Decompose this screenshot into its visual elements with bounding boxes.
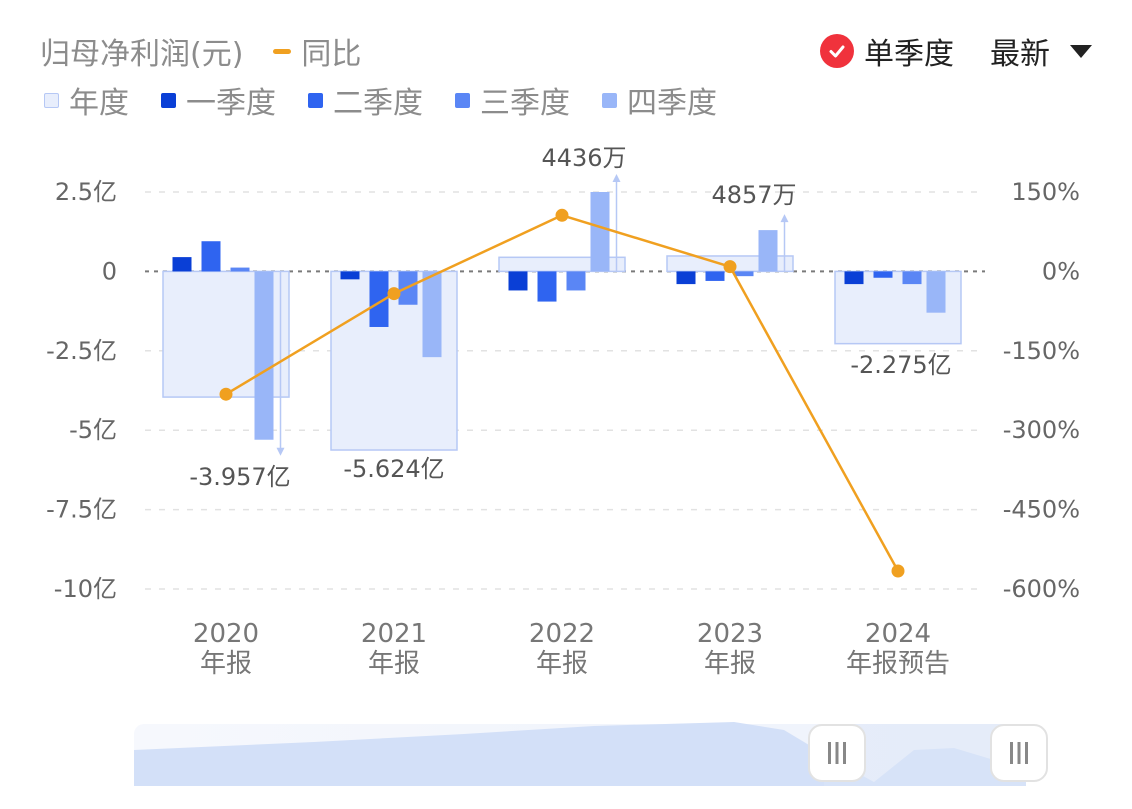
legend-swatch xyxy=(602,92,617,108)
yoy-point xyxy=(891,564,905,578)
category-label: 2022 xyxy=(529,619,595,649)
label-pointer-arrow xyxy=(612,174,621,182)
legend-item[interactable]: 二季度 xyxy=(308,78,423,122)
single-quarter-label[interactable]: 单季度 xyxy=(864,37,954,72)
annual-bar xyxy=(330,270,458,451)
annual-value-label: -3.957亿 xyxy=(189,463,290,491)
yoy-point xyxy=(387,287,401,301)
right-axis-tick-label: 150% xyxy=(1011,178,1080,206)
check-icon xyxy=(829,45,845,58)
right-axis-tick-label: -300% xyxy=(1003,416,1080,444)
yoy-point xyxy=(555,208,569,222)
line-legend-label: 同比 xyxy=(301,37,362,72)
yoy-point xyxy=(723,260,737,274)
period-dropdown-value[interactable]: 最新 xyxy=(990,37,1050,72)
left-axis-tick-label: 2.5亿 xyxy=(55,178,117,206)
quarter-bar xyxy=(734,271,754,277)
quarter-bar xyxy=(369,271,389,327)
quarter-bar xyxy=(676,271,696,285)
line-legend-swatch xyxy=(273,48,292,54)
quarter-bar xyxy=(926,271,946,313)
quarter-bar xyxy=(172,257,192,272)
legend-label: 一季度 xyxy=(186,86,276,121)
annual-value-label: -2.275亿 xyxy=(850,351,951,379)
legend-swatch xyxy=(161,92,176,108)
range-slider-right-handle[interactable] xyxy=(990,724,1048,782)
legend-label: 三季度 xyxy=(480,86,570,121)
left-axis-tick-label: -7.5亿 xyxy=(46,496,117,524)
left-axis-tick-label: -5亿 xyxy=(69,416,117,444)
legend-item[interactable]: 三季度 xyxy=(455,78,570,122)
grip-icon xyxy=(1010,742,1028,764)
net-profit-chart: 2.5亿 0 -2.5亿 -5亿 -7.5亿 -10亿 150% 0% -150% -300% -4… xyxy=(46,144,1080,679)
annual-value-label: 4857万 xyxy=(711,181,796,209)
quarter-bar xyxy=(902,271,922,285)
legend-swatch xyxy=(44,92,59,108)
quarter-bar xyxy=(873,271,893,278)
grip-icon xyxy=(828,742,846,764)
range-slider-track xyxy=(134,722,1026,786)
legend-swatch xyxy=(455,92,470,108)
category-label: 年报预告 xyxy=(846,649,950,679)
left-axis-tick-label: -2.5亿 xyxy=(46,337,117,365)
right-axis-tick-label: -600% xyxy=(1003,575,1080,603)
single-quarter-checkbox[interactable] xyxy=(820,34,854,68)
right-axis-tick-label: -150% xyxy=(1003,337,1080,365)
quarter-bar xyxy=(201,241,221,272)
chart-header: 归母净利润(元) 同比 xyxy=(40,28,361,74)
range-slider-left-handle[interactable] xyxy=(808,724,866,782)
yoy-point xyxy=(219,387,233,401)
left-axis-tick-label: -10亿 xyxy=(54,575,117,603)
quarter-bar xyxy=(254,271,274,440)
category-label: 年报 xyxy=(536,649,588,679)
quarter-bar xyxy=(844,271,864,285)
chart-legend: 年度 一季度 二季度 三季度 四季度 xyxy=(44,78,749,122)
category-label: 2020 xyxy=(193,619,259,649)
annual-value-label: -5.624亿 xyxy=(343,455,444,483)
legend-swatch xyxy=(308,92,323,108)
legend-label: 四季度 xyxy=(627,86,717,121)
legend-label: 二季度 xyxy=(333,86,423,121)
label-pointer-arrow xyxy=(780,214,789,223)
right-axis-tick-label: -450% xyxy=(1003,496,1080,524)
legend-item[interactable]: 一季度 xyxy=(161,78,276,122)
quarter-bar xyxy=(422,271,442,358)
quarter-bar xyxy=(590,192,610,272)
legend-item[interactable]: 年度 xyxy=(44,78,129,122)
category-label: 年报 xyxy=(368,649,420,679)
quarter-bar xyxy=(758,230,778,272)
quarter-bar xyxy=(537,271,557,302)
annual-value-label: 4436万 xyxy=(541,144,626,172)
range-slider[interactable] xyxy=(134,720,1048,788)
quarter-bar xyxy=(230,267,250,272)
quarter-bar xyxy=(508,271,528,291)
label-pointer-arrow xyxy=(276,447,285,456)
quarter-bar xyxy=(705,271,725,281)
category-label: 年报 xyxy=(200,649,252,679)
legend-item[interactable]: 四季度 xyxy=(602,78,717,122)
category-label: 2021 xyxy=(361,619,427,649)
quarter-bar xyxy=(566,271,586,291)
left-axis-tick-label: 0 xyxy=(102,257,117,285)
chevron-down-icon[interactable] xyxy=(1070,44,1092,58)
category-label: 2023 xyxy=(697,619,763,649)
category-label: 2024 xyxy=(865,619,931,649)
right-axis-tick-label: 0% xyxy=(1042,257,1080,285)
category-label: 年报 xyxy=(704,649,756,679)
legend-label: 年度 xyxy=(69,86,129,121)
quarter-bar xyxy=(340,271,360,280)
chart-title: 归母净利润(元) xyxy=(40,37,244,72)
chart-controls: 单季度 最新 xyxy=(820,28,1092,74)
